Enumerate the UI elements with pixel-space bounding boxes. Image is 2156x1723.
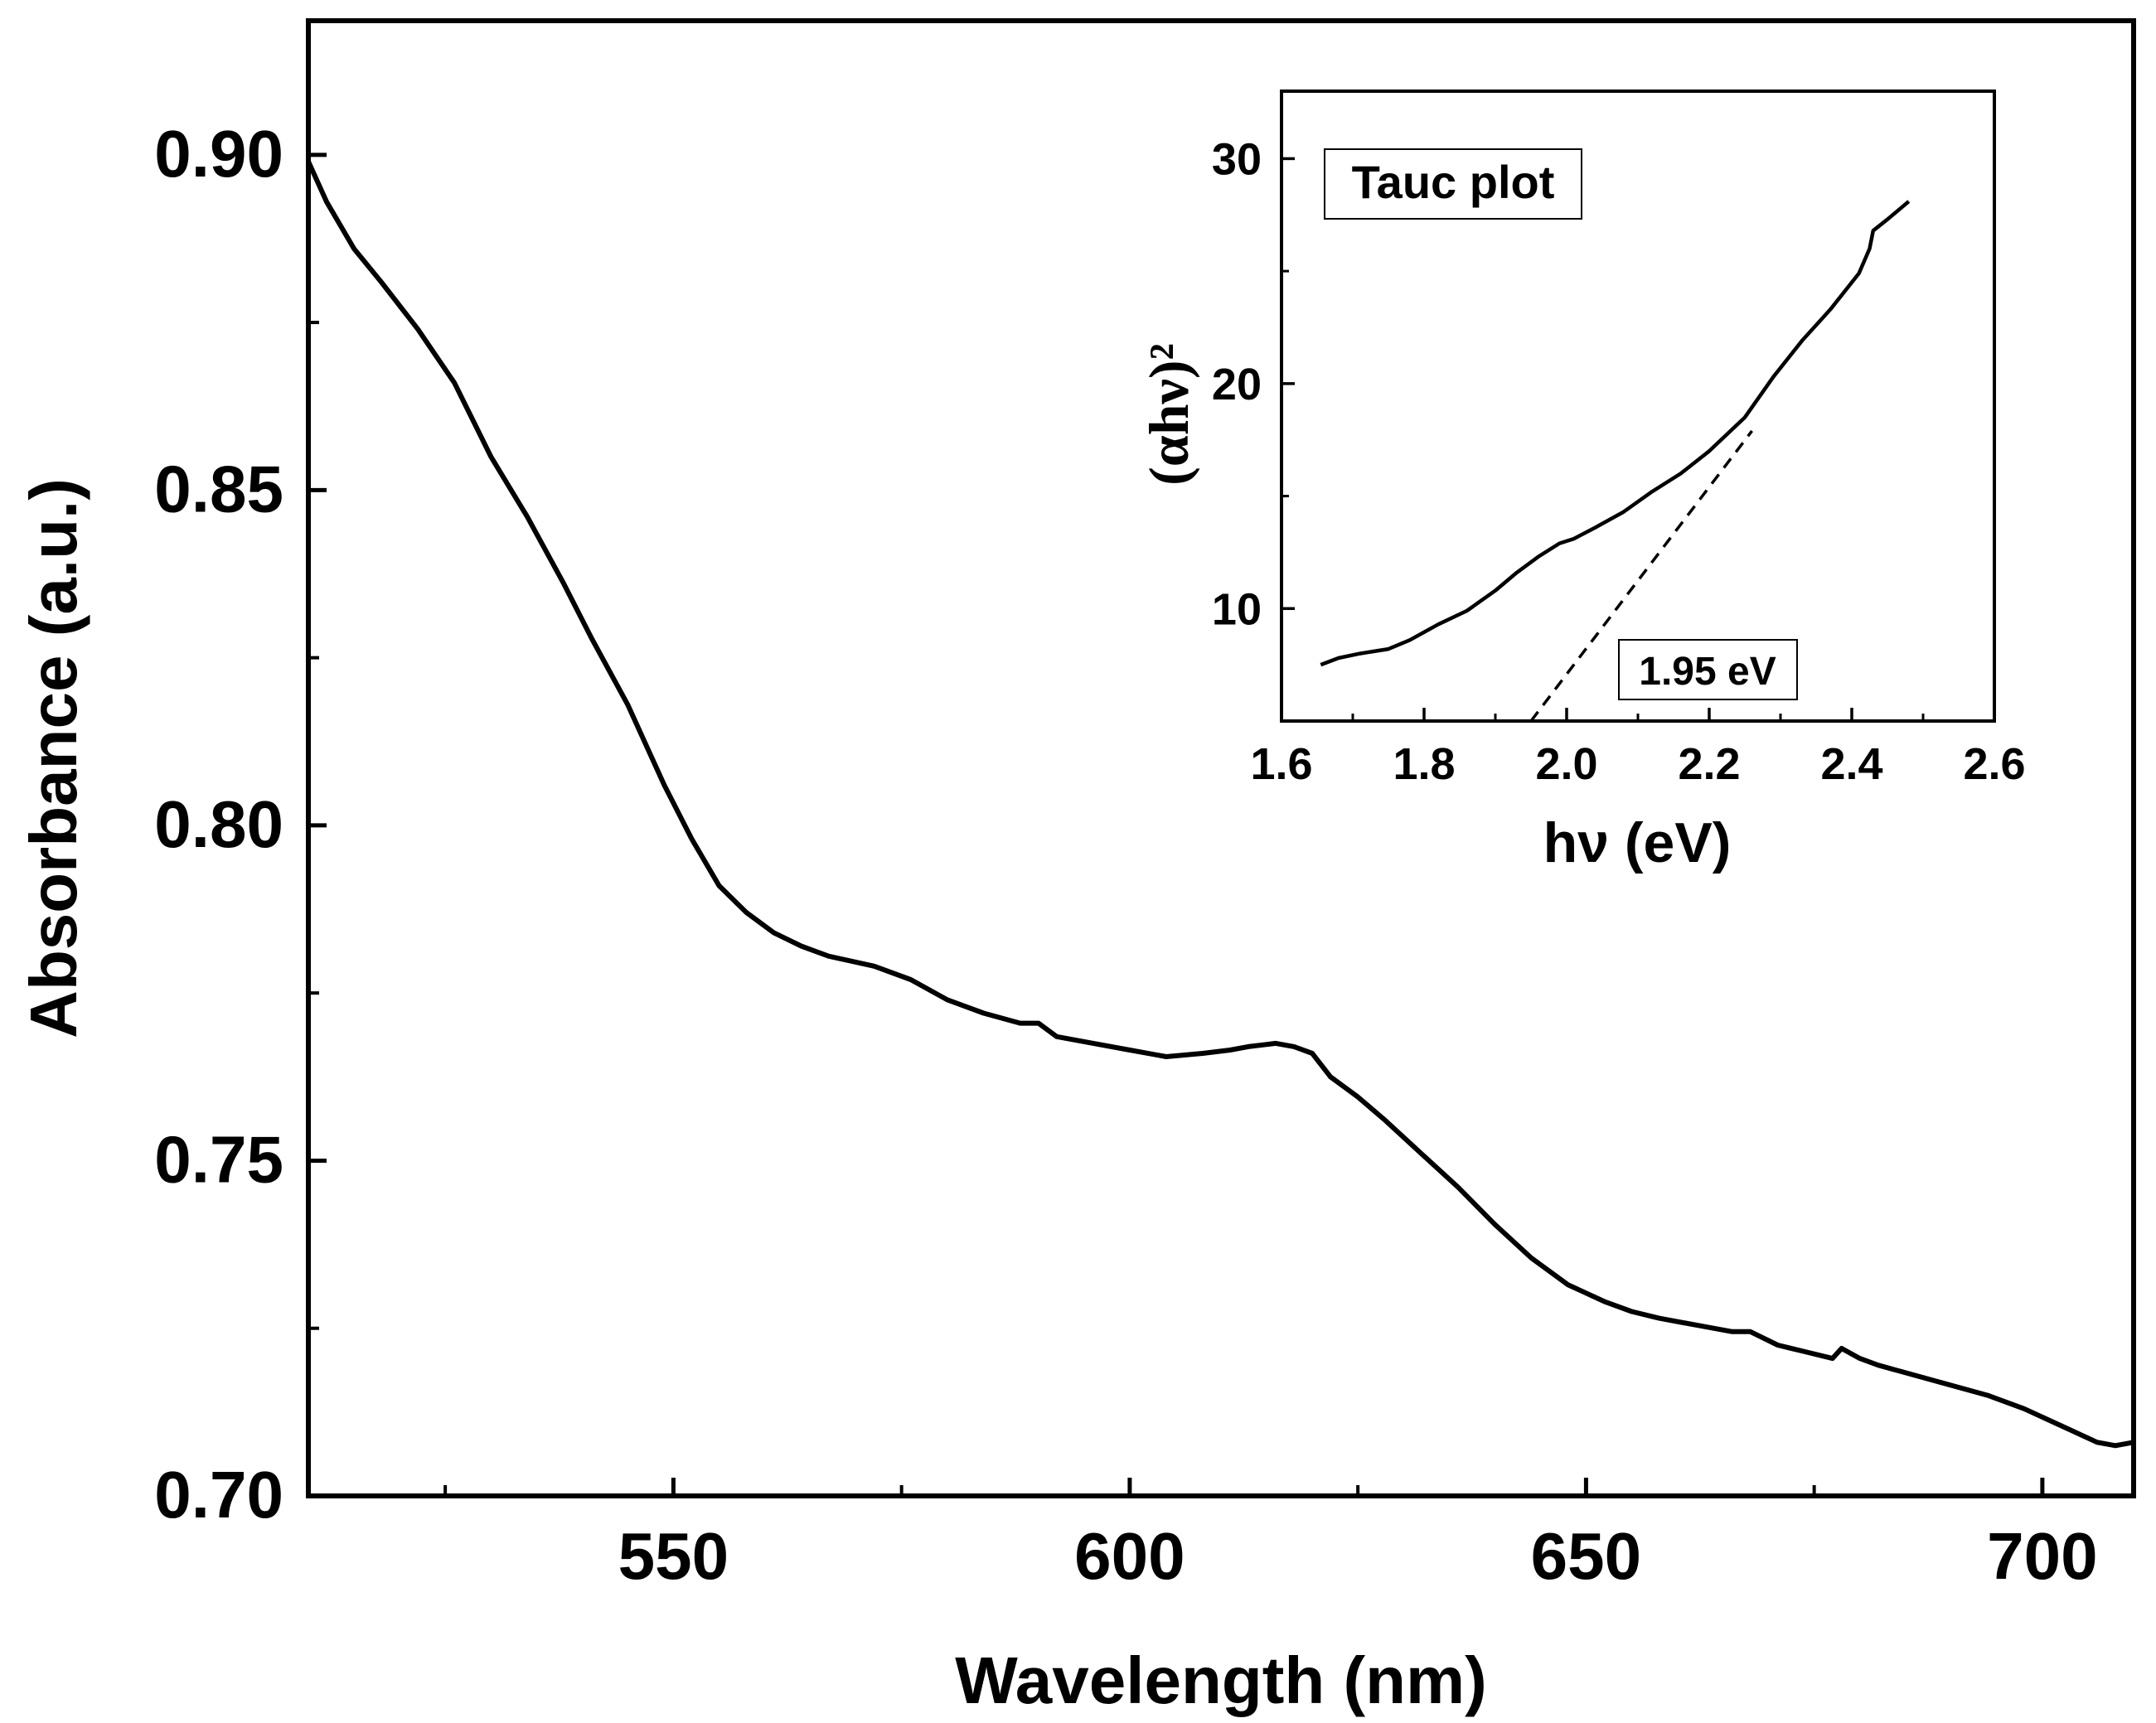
inset-x-tick-labels: 1.6 1.8 2.0 2.2 2.4 2.6 (1250, 739, 2025, 789)
inset-ticks (1280, 157, 1996, 721)
inset-x-tick-label: 1.8 (1393, 739, 1455, 789)
tauc-title: Tauc plot (1352, 156, 1555, 208)
main-x-tick-labels: 550 600 650 700 (618, 1519, 2098, 1593)
tauc-inset-plot: 10 20 30 1.6 1.8 2.0 2.2 2.4 2.6 Tauc plot 1.95… (1137, 90, 2026, 874)
inset-x-tick-label: 2.6 (1963, 739, 2025, 789)
main-ticks (308, 152, 2045, 1498)
main-y-tick-label: 0.90 (154, 117, 283, 191)
main-y-tick-labels: 0.70 0.75 0.80 0.85 0.90 (154, 117, 283, 1532)
main-x-tick-label: 700 (1987, 1519, 2097, 1593)
main-y-tick-label: 0.70 (154, 1458, 283, 1532)
tauc-title-box (1324, 148, 1582, 220)
inset-x-tick-label: 2.2 (1678, 739, 1740, 789)
tauc-linear-fit (1529, 429, 1753, 723)
main-x-tick-label: 550 (618, 1519, 729, 1593)
inset-y-axis-title: (αhν)² (1137, 343, 1200, 486)
bandgap-annotation: 1.95 eV (1639, 650, 1776, 694)
inset-y-tick-label: 10 (1212, 584, 1262, 634)
main-plot: 0.70 0.75 0.80 0.85 0.90 550 600 650 700 Wavele… (17, 18, 2136, 1717)
main-x-tick-label: 600 (1074, 1519, 1185, 1593)
bandgap-label-box (1618, 639, 1798, 700)
main-y-axis-title: Absorbance (a.u.) (17, 478, 90, 1038)
tauc-curve (1320, 200, 1911, 667)
main-y-tick-label: 0.75 (154, 1122, 283, 1196)
main-y-tick-label: 0.80 (154, 787, 283, 861)
inset-y-tick-labels: 10 20 30 (1212, 134, 1262, 634)
inset-x-axis-title: hν (eV) (1543, 811, 1732, 874)
inset-x-tick-label: 2.0 (1535, 739, 1597, 789)
inset-y-tick-label: 20 (1212, 360, 1262, 409)
inset-x-tick-label: 1.6 (1250, 739, 1312, 789)
inset-y-tick-label: 30 (1212, 134, 1262, 184)
inset-x-tick-label: 2.4 (1820, 739, 1882, 789)
main-plot-frame (306, 18, 2136, 1498)
main-y-tick-label: 0.85 (154, 452, 283, 525)
main-x-tick-label: 650 (1531, 1519, 1641, 1593)
main-x-axis-title: Wavelength (nm) (955, 1643, 1486, 1717)
absorbance-curve (306, 160, 2134, 1449)
